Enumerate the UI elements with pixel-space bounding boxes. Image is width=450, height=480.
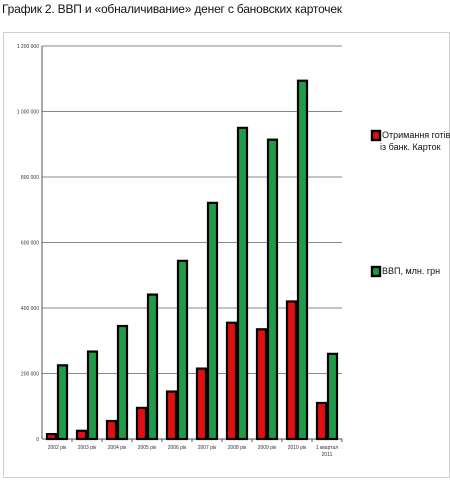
bar-cash bbox=[75, 429, 88, 441]
bar-cash bbox=[45, 432, 58, 441]
bar-cash bbox=[225, 321, 238, 441]
y-tick-label: 600 000 bbox=[21, 241, 39, 247]
y-tick-label: 0 bbox=[36, 437, 39, 443]
x-tick-label: 2009 рік bbox=[258, 445, 277, 451]
bar-gdp bbox=[296, 79, 309, 441]
bar-gdp bbox=[176, 259, 189, 441]
y-tick-label: 400 000 bbox=[21, 306, 39, 312]
bar-cash bbox=[315, 401, 328, 441]
x-tick-label: 2011 bbox=[322, 452, 333, 458]
bar-chart: 0 200 000 400 000 600 000 800 000 1 000 000 1 … bbox=[17, 44, 450, 458]
y-tick-label: 1 200 000 bbox=[17, 44, 39, 50]
bar-cash bbox=[285, 300, 298, 441]
bar-gdp bbox=[206, 201, 219, 441]
y-tick-label: 800 000 bbox=[21, 175, 39, 181]
legend-label: Отримання готів bbox=[382, 130, 450, 140]
legend-swatch bbox=[370, 129, 382, 142]
bar-gdp bbox=[236, 126, 249, 441]
x-tick-label: 2005 рік bbox=[138, 445, 157, 451]
bar-cash bbox=[165, 390, 178, 441]
chart-title: График 2. ВВП и «обналичивание» денег с … bbox=[2, 2, 342, 16]
x-tick-label: 2007 рік bbox=[198, 445, 217, 451]
bar-cash bbox=[255, 328, 268, 441]
legend-label: ВВП, млн. грн bbox=[382, 266, 440, 276]
x-tick-label: 2006 рік bbox=[168, 445, 187, 451]
legend-label: із банк. Карток bbox=[380, 142, 441, 152]
x-tick-label: 2004 рік bbox=[108, 445, 127, 451]
bar-gdp bbox=[146, 293, 159, 441]
legend-swatch bbox=[370, 265, 382, 278]
bar-gdp bbox=[116, 324, 129, 441]
y-tick-label: 1 000 000 bbox=[17, 110, 39, 116]
bar-cash bbox=[105, 419, 118, 441]
x-tick-label: 2010 рік bbox=[288, 445, 307, 451]
bar-cash bbox=[135, 406, 148, 441]
x-tick-label: 2002 рік bbox=[48, 445, 67, 451]
x-tick-label: 2008 рік bbox=[228, 445, 247, 451]
x-tick-label: 2003 рік bbox=[78, 445, 97, 451]
bar-cash bbox=[195, 367, 208, 441]
bar-gdp bbox=[86, 350, 99, 441]
y-tick-label: 200 000 bbox=[21, 372, 39, 378]
bar-gdp bbox=[266, 138, 279, 441]
chart-frame: 0 200 000 400 000 600 000 800 000 1 000 000 1 … bbox=[3, 32, 450, 478]
bar-gdp bbox=[56, 364, 69, 441]
x-tick-label: 1 квартал bbox=[316, 445, 338, 451]
bar-gdp bbox=[326, 352, 339, 441]
